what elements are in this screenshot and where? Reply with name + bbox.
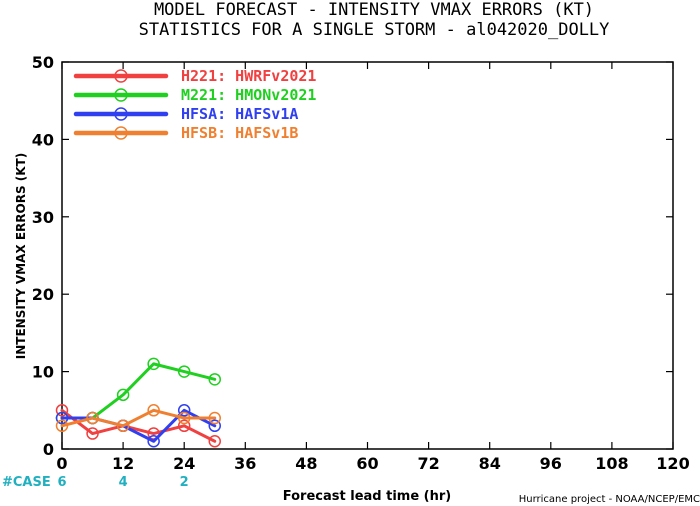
x-tick-label: 120	[656, 454, 689, 473]
case-count: 4	[119, 475, 128, 490]
data-point	[147, 357, 160, 371]
data-point	[55, 419, 69, 433]
case-count: 6	[57, 475, 66, 490]
data-point	[116, 419, 130, 433]
plot-area	[61, 61, 674, 450]
y-tick-label: 40	[32, 130, 54, 149]
case-count: 2	[180, 475, 189, 490]
x-axis: 0 12 24 36 48 60 72 84 96 108 120	[56, 62, 690, 473]
data-point	[177, 365, 191, 378]
y-tick-label: 10	[32, 363, 54, 382]
x-tick-label: 96	[540, 454, 562, 473]
legend-swatch-marker	[114, 88, 128, 102]
data-point	[177, 404, 191, 417]
chart-title: MODEL FORECAST - INTENSITY VMAX ERRORS (…	[154, 0, 594, 20]
data-point	[55, 411, 69, 425]
data-point	[147, 404, 160, 417]
data-point	[147, 427, 160, 440]
x-tick-label: 84	[479, 454, 501, 473]
case-counts: #CASE 6 4 2	[2, 475, 189, 490]
legend-label: M221: HMONv2021	[181, 86, 316, 104]
credit-text: Hurricane project - NOAA/NCEP/EMC	[519, 494, 700, 505]
data-point	[208, 435, 221, 448]
data-point	[55, 404, 69, 417]
x-tick-label: 48	[295, 454, 317, 473]
chart-subtitle: STATISTICS FOR A SINGLE STORM - al042020…	[139, 20, 610, 40]
y-tick-label: 20	[32, 285, 54, 304]
y-tick-label: 50	[32, 53, 54, 72]
x-tick-label: 60	[356, 454, 378, 473]
series-layer	[55, 357, 221, 448]
y-tick-label: 0	[43, 440, 54, 459]
data-point	[208, 373, 221, 386]
legend-swatch-marker	[114, 126, 128, 140]
x-axis-label: Forecast lead time (hr)	[283, 489, 451, 504]
data-point	[86, 411, 99, 425]
data-point	[116, 388, 130, 402]
legend-label: HFSA: HAFSv1A	[181, 105, 298, 123]
y-tick-label: 30	[32, 208, 54, 227]
series-line	[60, 362, 217, 420]
x-tick-label: 36	[234, 454, 256, 473]
legend-swatch-marker	[114, 69, 128, 83]
x-tick-label: 0	[56, 454, 67, 473]
data-point	[147, 435, 160, 448]
data-point	[86, 427, 99, 440]
x-tick-label: 72	[417, 454, 439, 473]
x-tick-label: 24	[173, 454, 195, 473]
data-point	[177, 411, 191, 425]
y-axis: 0 10 20 30 40 50	[32, 53, 673, 459]
legend-label: HFSB: HAFSv1B	[181, 124, 298, 142]
y-axis-label: INTENSITY VMAX ERRORS (KT)	[14, 153, 28, 359]
series-line	[60, 408, 217, 443]
data-point	[208, 419, 221, 433]
case-label: #CASE	[2, 475, 51, 490]
data-point	[177, 419, 191, 433]
x-tick-label: 12	[112, 454, 134, 473]
legend-swatch-marker	[114, 107, 128, 121]
data-point	[208, 411, 221, 425]
legend-label: H221: HWRFv2021	[181, 67, 316, 85]
x-tick-label: 108	[595, 454, 628, 473]
